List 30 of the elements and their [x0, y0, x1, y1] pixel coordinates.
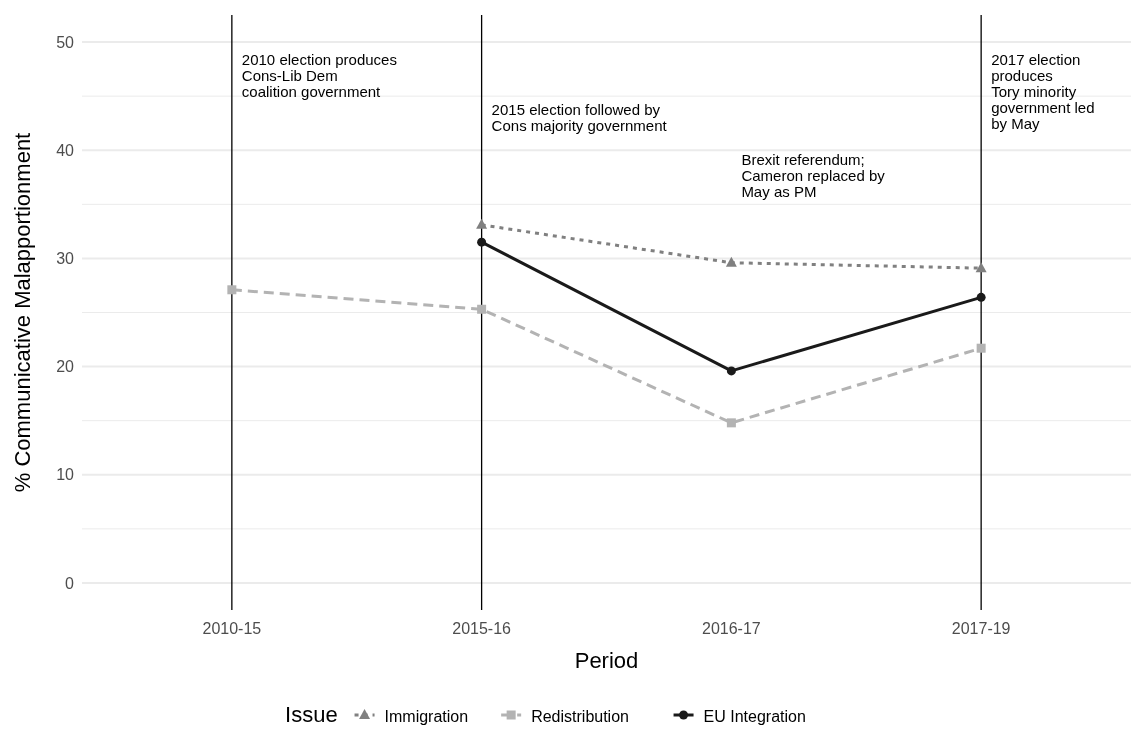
y-tick-label: 10	[56, 466, 75, 484]
annotation: Brexit referendum; Cameron replaced by May as PM	[741, 151, 886, 200]
point	[726, 366, 736, 376]
ref-line-label: 2017 election produces Tory minority government led by May	[991, 51, 1095, 132]
point	[227, 285, 237, 295]
x-tick-label: 2015-16	[452, 620, 512, 637]
point	[976, 292, 986, 302]
legend-label: EU Integration	[703, 708, 806, 725]
x-tick-label: 2017-19	[951, 620, 1011, 637]
point	[477, 237, 487, 247]
x-axis-title: Period	[574, 648, 639, 673]
legend-label: Redistribution	[531, 708, 629, 725]
y-tick-label: 40	[56, 141, 75, 159]
x-tick-label: 2016-17	[702, 620, 761, 637]
point	[975, 262, 987, 273]
y-axis-title: % Communicative Malapportionment	[10, 132, 35, 493]
y-tick-label: 0	[65, 574, 75, 592]
point	[476, 218, 488, 229]
point	[726, 418, 736, 428]
x-tick-label: 2010-15	[202, 620, 262, 637]
ref-line-label: 2015 election followed by Cons majority government	[491, 101, 668, 134]
y-tick-label: 30	[56, 250, 75, 268]
y-tick-label: 20	[56, 358, 75, 376]
legend-title: Issue	[285, 702, 338, 727]
point	[477, 304, 487, 314]
point	[725, 256, 737, 267]
legend-label: Immigration	[384, 708, 469, 725]
ref-line-label: 2010 election produces Cons-Lib Dem coalition government	[241, 51, 397, 100]
y-tick-label: 50	[56, 33, 75, 51]
point	[976, 343, 986, 353]
